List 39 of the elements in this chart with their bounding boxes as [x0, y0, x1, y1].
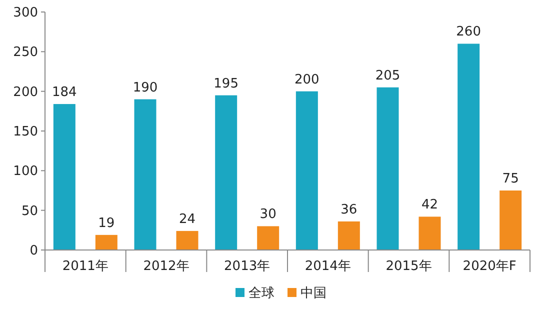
data-label: 195	[214, 76, 238, 92]
data-label: 30	[260, 207, 276, 222]
x-tick-label: 2013年	[224, 259, 270, 274]
x-tick-label: 2014年	[304, 259, 351, 274]
bar	[418, 216, 441, 250]
bar	[500, 190, 522, 250]
y-tick-label: 250	[13, 45, 38, 60]
bar	[376, 87, 399, 250]
y-tick-label: 50	[21, 204, 38, 219]
legend-label: 中国	[300, 286, 326, 301]
bar	[95, 234, 118, 250]
x-tick-label: 2012年	[143, 259, 190, 274]
bar	[257, 226, 280, 250]
legend-label: 全球	[248, 286, 274, 301]
bar	[338, 221, 360, 250]
y-tick-label: 200	[13, 84, 38, 100]
bar	[53, 104, 76, 250]
bar	[176, 230, 198, 250]
data-label: 260	[456, 24, 481, 40]
data-label: 36	[340, 202, 358, 218]
bar	[458, 44, 480, 250]
x-tick-label: 2015年	[386, 259, 432, 274]
y-tick-label: 100	[13, 164, 38, 180]
data-label: 184	[52, 85, 77, 100]
data-label: 200	[294, 72, 320, 88]
bar	[296, 91, 318, 250]
bar	[134, 99, 156, 250]
data-label: 19	[98, 216, 115, 231]
data-label: 24	[178, 212, 196, 227]
data-label: 42	[421, 198, 438, 213]
data-label: 75	[502, 172, 519, 186]
y-tick-label: 0	[30, 244, 38, 258]
bar	[215, 95, 238, 250]
y-tick-label: 150	[13, 124, 38, 140]
x-tick-label: 2020年F	[462, 259, 516, 274]
data-label: 205	[375, 68, 400, 84]
data-label: 190	[132, 80, 158, 96]
x-tick-label: 2011年	[62, 259, 108, 274]
y-tick-label: 300	[13, 6, 38, 20]
